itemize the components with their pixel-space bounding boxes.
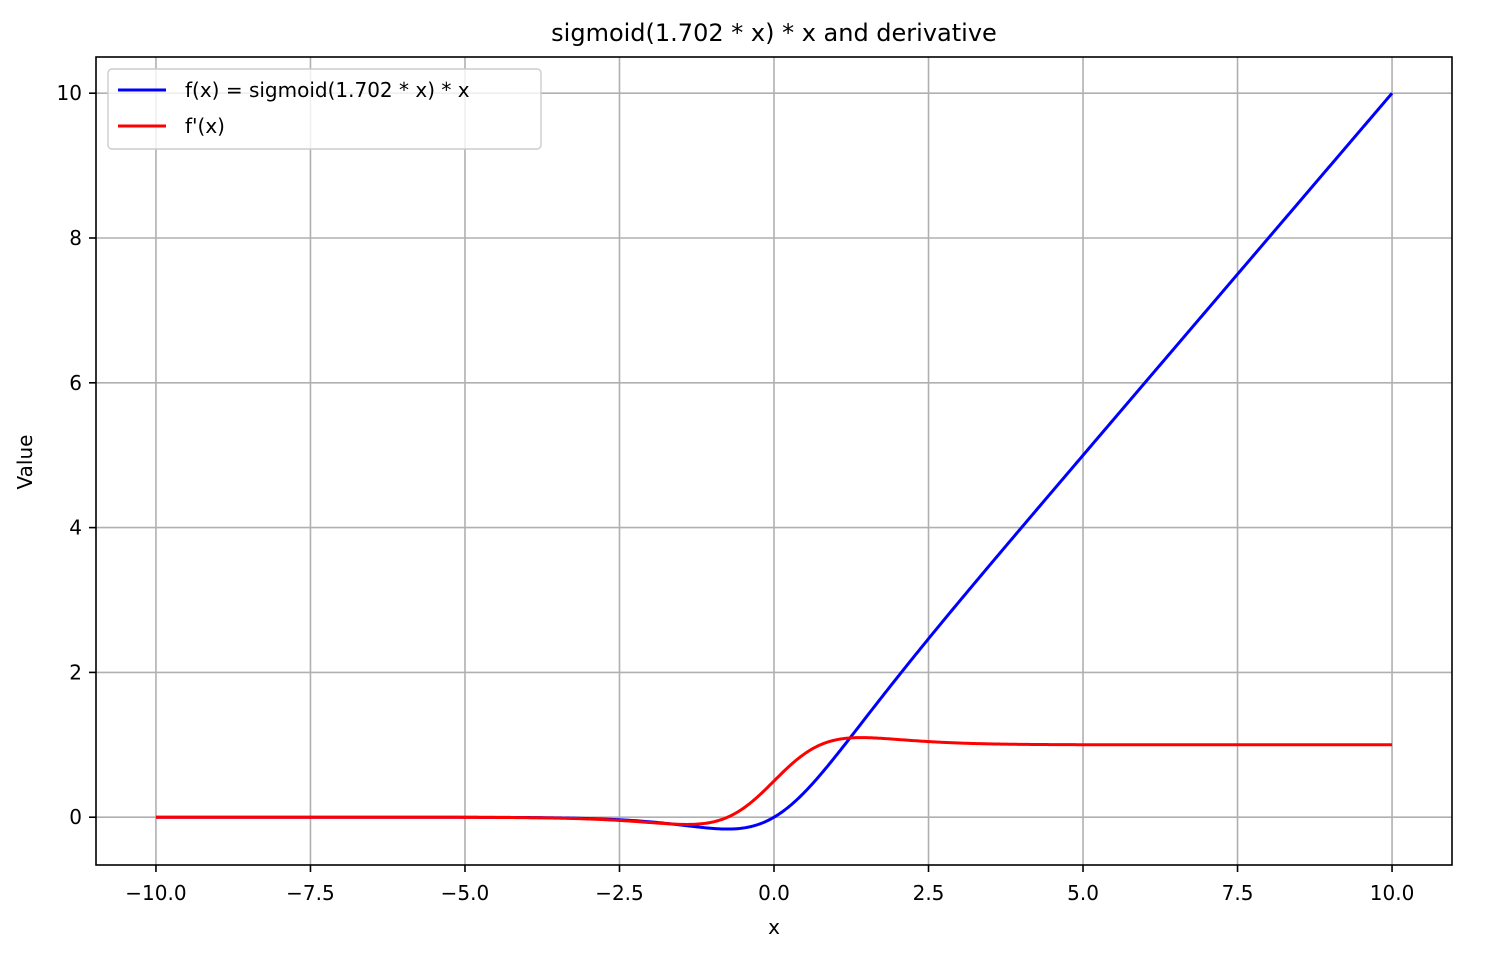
y-tick-label: 8 <box>69 226 82 250</box>
y-tick-label: 10 <box>57 81 82 105</box>
y-axis-label: Value <box>13 435 37 490</box>
series-lines <box>155 92 1394 831</box>
x-tick-label: 5.0 <box>1067 881 1099 905</box>
x-tick-label: 0.0 <box>758 881 790 905</box>
y-tick-label: 6 <box>69 371 82 395</box>
legend-box <box>107 68 542 150</box>
y-tick-label: 4 <box>69 516 82 540</box>
series-df-line <box>155 736 1393 826</box>
x-tick-label: −10.0 <box>125 881 186 905</box>
legend-label-df: f'(x) <box>185 114 225 138</box>
chart-title: sigmoid(1.702 * x) * x and derivative <box>551 19 997 47</box>
x-tick-label: −5.0 <box>441 881 490 905</box>
legend: f(x) = sigmoid(1.702 * x) * x f'(x) <box>107 68 542 150</box>
x-tick-label: −7.5 <box>286 881 335 905</box>
x-tick-label: 2.5 <box>913 881 945 905</box>
y-tick-label: 0 <box>69 805 82 829</box>
x-tick-label: 7.5 <box>1222 881 1254 905</box>
ticks: −10.0 −7.5 −5.0 −2.5 0.0 2.5 5.0 7.5 10.0 0 2 4 6 8 10 <box>57 81 1415 905</box>
x-tick-label: 10.0 <box>1370 881 1415 905</box>
y-tick-label: 2 <box>69 660 82 684</box>
x-axis-label: x <box>768 915 780 939</box>
legend-label-f: f(x) = sigmoid(1.702 * x) * x <box>185 78 470 102</box>
x-tick-label: −2.5 <box>595 881 644 905</box>
plot-frame <box>95 56 1453 866</box>
